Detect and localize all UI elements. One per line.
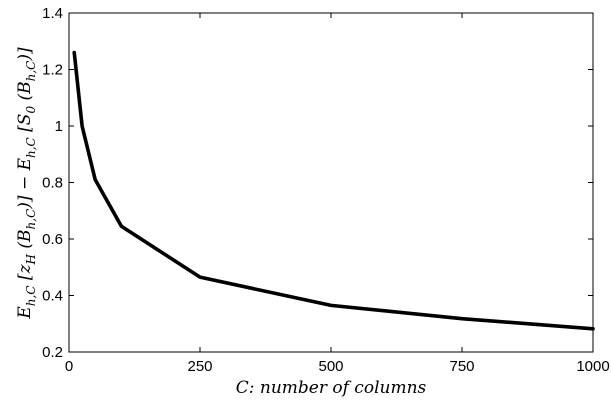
y-label-s: S xyxy=(15,114,35,126)
x-tick-label: 500 xyxy=(318,358,343,375)
y-label-e1: E xyxy=(15,306,35,320)
y-label-open1: [ xyxy=(15,273,35,285)
plot-area xyxy=(69,13,593,352)
y-label-ssub: 0 xyxy=(24,106,38,114)
y-tick-label: 0.8 xyxy=(42,175,63,192)
y-label-argsub1: h,C xyxy=(24,209,38,230)
y-label-sub1: h,C xyxy=(24,285,38,306)
y-tick-label: 0.6 xyxy=(42,231,63,248)
y-tick-label: 1.4 xyxy=(42,5,63,22)
y-label-zsub: H xyxy=(24,253,38,265)
y-tick-label: 0.4 xyxy=(42,288,63,305)
y-axis-label: Eh,C [zH (Bh,C)] − Eh,C [S0 (Bh,C)] xyxy=(15,47,38,320)
x-tick-label: 0 xyxy=(65,358,73,375)
tick-labels: 0 250 500 750 1000 0.2 0.4 0.6 0.8 1 1.2 1.4 xyxy=(42,5,610,375)
y-label-open2: [ xyxy=(15,125,35,137)
x-tick-label: 750 xyxy=(449,358,474,375)
x-tick-label: 1000 xyxy=(576,358,609,375)
y-label-arg1: (B xyxy=(15,229,35,254)
y-label-e2: E xyxy=(15,157,35,171)
x-tick-label: 250 xyxy=(187,358,212,375)
y-tick-label: 1.2 xyxy=(42,62,63,79)
y-label-z: z xyxy=(15,263,35,274)
series-line xyxy=(72,50,595,331)
y-label-close2: )] xyxy=(15,47,35,62)
y-label-minus: − xyxy=(15,170,35,195)
y-label-arg2: (B xyxy=(15,81,35,106)
y-label-argsub2: h,C xyxy=(24,61,38,82)
x-axis-label: C: number of columns xyxy=(236,378,427,398)
y-label-sub2: h,C xyxy=(24,137,38,158)
plot-frame xyxy=(68,12,594,353)
y-tick-label: 0.2 xyxy=(42,344,63,361)
y-label-close1: )] xyxy=(15,195,35,210)
y-tick-label: 1 xyxy=(55,118,63,135)
